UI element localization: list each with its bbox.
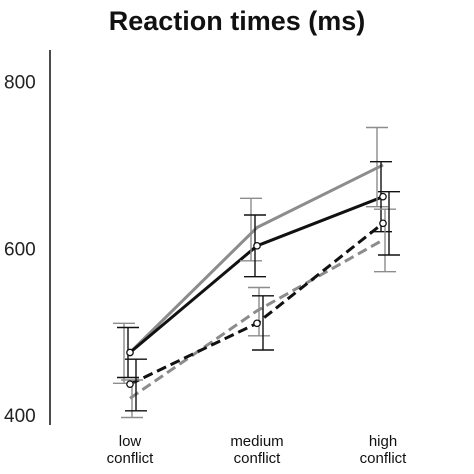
- y-tick-label: 400: [4, 406, 36, 427]
- x-category-label: high: [369, 433, 397, 450]
- series-lines: [128, 163, 384, 400]
- x-category-label: low: [119, 433, 142, 450]
- data-point: [253, 319, 261, 328]
- x-category-label: conflict: [234, 450, 282, 467]
- x-category-label: conflict: [360, 450, 408, 467]
- chart-title: Reaction times (ms): [109, 6, 366, 36]
- data-point: [379, 192, 387, 201]
- data-point: [126, 348, 134, 357]
- data-point: [379, 219, 387, 228]
- data-point: [126, 380, 134, 389]
- y-tick-labels: 400 600 800: [4, 73, 36, 427]
- data-markers: [126, 192, 387, 389]
- x-category-label: medium: [230, 433, 283, 450]
- series-line: [129, 195, 384, 354]
- data-point: [253, 241, 261, 250]
- y-tick-label: 600: [4, 239, 36, 260]
- error-bars: [113, 126, 400, 419]
- x-category-label: conflict: [107, 450, 155, 467]
- series-line: [129, 238, 384, 400]
- series-line: [128, 163, 384, 354]
- y-tick-label: 800: [4, 73, 36, 94]
